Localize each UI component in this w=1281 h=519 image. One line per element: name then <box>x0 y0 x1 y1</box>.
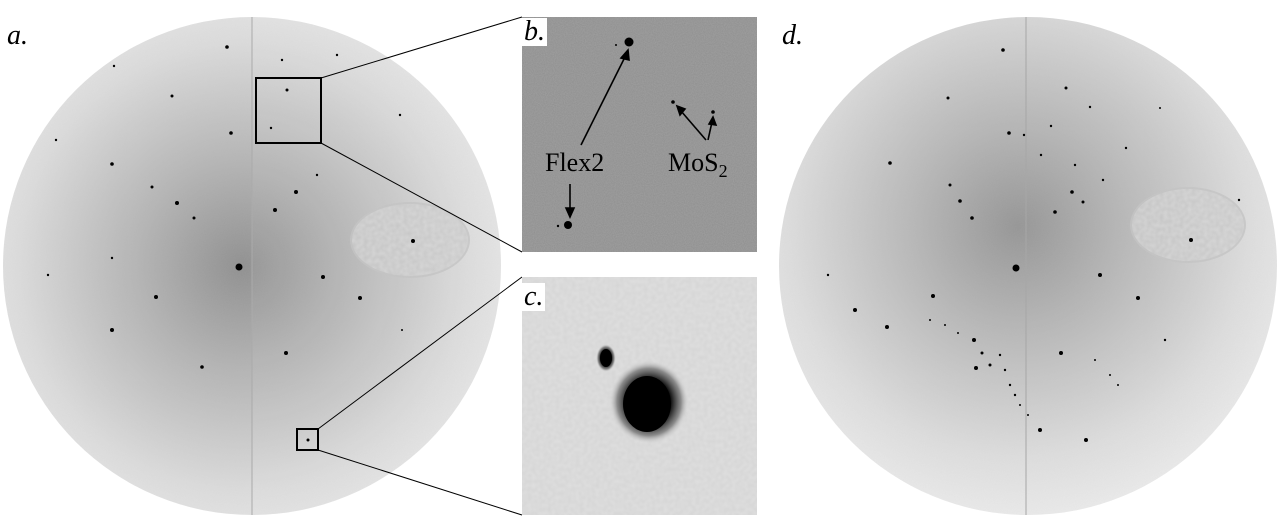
mos2-annotation: MoS2 <box>668 148 728 182</box>
flex2-annotation: Flex2 <box>545 148 605 177</box>
panel-label-a: a. <box>5 20 30 51</box>
panel-b-inset <box>522 17 757 252</box>
arrows <box>564 48 718 219</box>
panel-label-d: d. <box>780 20 805 51</box>
panel-label-b: b. <box>522 16 547 47</box>
zoom-lines <box>317 16 523 516</box>
panel-d-screen <box>779 17 1277 515</box>
mos2-base: MoS <box>668 148 719 177</box>
panel-a-spots <box>46 45 415 442</box>
panel-label-c: c. <box>522 281 546 312</box>
panel-c-inset <box>522 277 757 515</box>
mos2-subscript: 2 <box>718 161 728 182</box>
panel-a-screen <box>3 17 501 515</box>
panel-d-spots <box>826 48 1241 442</box>
